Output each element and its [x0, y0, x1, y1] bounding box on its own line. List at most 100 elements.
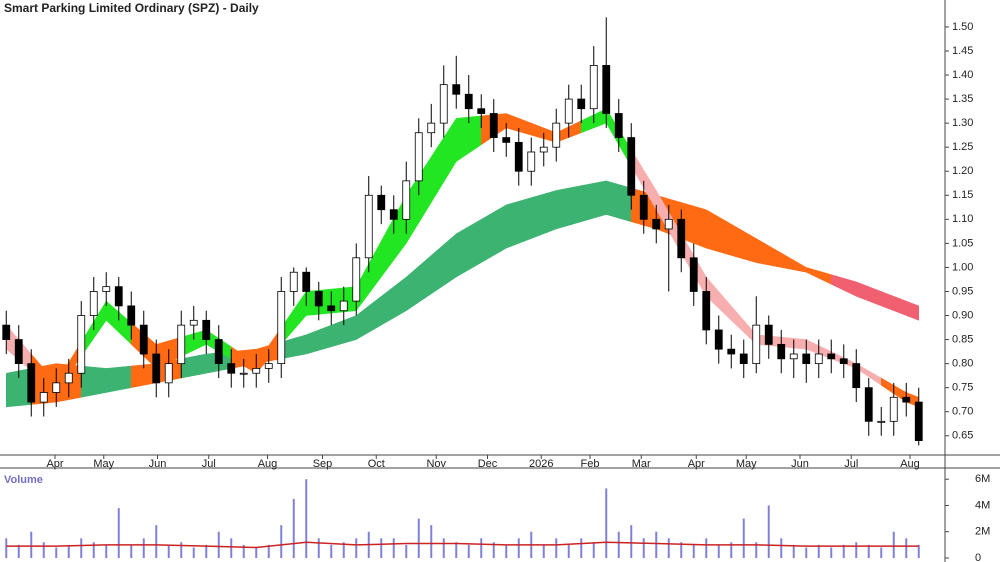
- volume-bar: [455, 542, 458, 558]
- volume-bar: [255, 547, 258, 558]
- candle-body: [339, 300, 348, 312]
- candle-body: [14, 339, 23, 365]
- candle-body: [264, 363, 273, 369]
- candle-body: [27, 363, 36, 403]
- volume-ma-line: [6, 541, 919, 549]
- volume-bar: [242, 544, 245, 558]
- volume-bar: [792, 544, 795, 558]
- candle-body: [239, 372, 248, 375]
- candle-body: [764, 324, 773, 345]
- volume-bar: [67, 544, 70, 558]
- candle-body: [314, 291, 323, 307]
- candle-body: [252, 368, 261, 374]
- candle-body: [152, 353, 161, 384]
- volume-bar: [767, 505, 770, 558]
- candle-body: [477, 108, 486, 114]
- volume-bar: [467, 544, 470, 558]
- volume-bar: [167, 544, 170, 558]
- volume-bar: [592, 542, 595, 558]
- candle-body: [202, 319, 211, 340]
- y-tick-label: 1.40: [952, 69, 973, 81]
- volume-bar: [567, 544, 570, 558]
- volume-bar: [580, 538, 583, 558]
- x-tick-label: Aug: [900, 458, 920, 470]
- candle-body: [727, 348, 736, 355]
- candle-body: [377, 194, 386, 211]
- volume-bar: [30, 531, 33, 558]
- volume-bar: [5, 538, 8, 558]
- volume-bar: [217, 531, 220, 558]
- y-tick-label: 0.80: [952, 358, 973, 370]
- y-tick-label: 0.95: [952, 285, 973, 297]
- x-tick-label: Jul: [844, 458, 858, 470]
- long-ribbon: [912, 303, 919, 321]
- candle-body: [302, 271, 311, 292]
- candle-body: [702, 291, 711, 331]
- chart-title: Smart Parking Limited Ordinary (SPZ) - D…: [4, 1, 259, 15]
- x-tick-label: Jun: [149, 458, 167, 470]
- candle-body: [827, 353, 836, 360]
- x-tick-label: Mar: [632, 458, 651, 470]
- volume-bar: [392, 538, 395, 558]
- candle-body: [139, 324, 148, 355]
- candle-body: [327, 305, 336, 312]
- candle-body: [677, 218, 686, 259]
- candle-body: [402, 180, 411, 220]
- volume-bar: [705, 538, 708, 558]
- x-tick-label: Jul: [202, 458, 216, 470]
- candle-body: [627, 137, 636, 196]
- candle-body: [464, 93, 473, 110]
- candle-body: [552, 122, 561, 148]
- candle-body: [739, 353, 748, 365]
- candle-body: [652, 218, 661, 230]
- candle-body: [577, 98, 586, 110]
- candle-body: [39, 392, 48, 403]
- y-tick-label: 1.45: [952, 45, 973, 57]
- x-tick-label: Oct: [368, 458, 385, 470]
- volume-bar: [617, 531, 620, 558]
- x-tick-label: Apr: [46, 458, 63, 470]
- volume-bar: [555, 538, 558, 558]
- volume-tick-label: 6M: [975, 473, 990, 485]
- y-tick-label: 0.90: [952, 309, 973, 321]
- candle-body: [102, 286, 111, 292]
- volume-bar: [755, 542, 758, 558]
- y-tick-label: 1.15: [952, 189, 973, 201]
- volume-bar: [17, 544, 20, 558]
- volume-bar: [442, 538, 445, 558]
- volume-bar: [492, 542, 495, 558]
- candle-body: [89, 291, 98, 316]
- volume-bar: [892, 531, 895, 558]
- candle-body: [864, 387, 873, 422]
- volume-bar: [830, 547, 833, 558]
- candle-body: [389, 209, 398, 220]
- candle-body: [564, 98, 573, 124]
- volume-bar: [517, 538, 520, 558]
- volume-bar: [855, 542, 858, 558]
- candle-body: [77, 315, 86, 374]
- candle-body: [589, 65, 598, 110]
- candle-body: [52, 382, 61, 393]
- candle-body: [352, 257, 361, 302]
- volume-label: Volume: [4, 474, 43, 486]
- y-tick-label: 0.75: [952, 382, 973, 394]
- volume-bar: [292, 498, 295, 558]
- volume-bar: [817, 544, 820, 558]
- volume-bar: [780, 538, 783, 558]
- candle-body: [189, 319, 198, 326]
- volume-bar: [692, 544, 695, 558]
- volume-bar: [305, 479, 308, 558]
- candle-body: [614, 113, 623, 138]
- volume-bar: [680, 542, 683, 558]
- volume-bar: [267, 544, 270, 558]
- volume-bar: [742, 518, 745, 558]
- y-tick-label: 0.70: [952, 406, 973, 418]
- volume-bar: [505, 544, 508, 558]
- volume-bar: [92, 542, 95, 558]
- volume-bar: [430, 525, 433, 558]
- volume-bar: [730, 542, 733, 558]
- volume-bar: [805, 547, 808, 558]
- candle-body: [227, 363, 236, 374]
- volume-bar: [230, 538, 233, 558]
- volume-bar: [142, 538, 145, 558]
